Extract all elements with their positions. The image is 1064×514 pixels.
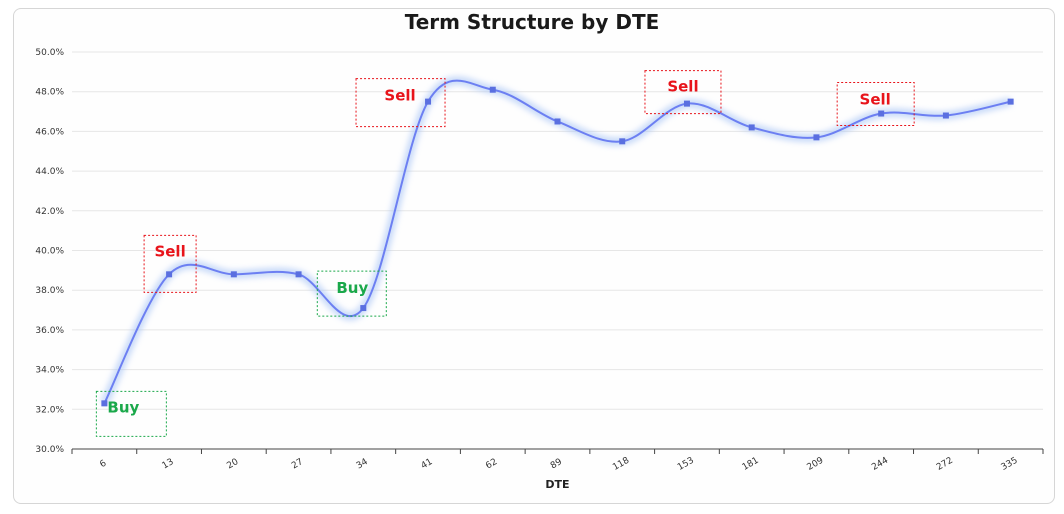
data-point	[683, 100, 690, 107]
x-tick-label: 181	[741, 456, 761, 473]
gridlines	[72, 51, 1043, 410]
x-tick-label: 41	[420, 457, 435, 471]
chart-title: Term Structure by DTE	[404, 10, 660, 34]
y-tick-label: 46.0%	[35, 127, 64, 137]
data-point	[813, 134, 820, 141]
data-point	[489, 86, 496, 93]
x-tick-label: 62	[484, 457, 499, 471]
sell-annotation-label: Sell	[667, 78, 698, 96]
data-point	[425, 98, 432, 105]
x-tick-label: 335	[1000, 456, 1020, 473]
y-tick-label: 44.0%	[35, 167, 64, 177]
x-tick-label: 34	[355, 457, 370, 472]
y-tick-label: 30.0%	[35, 445, 64, 455]
x-tick-label: 118	[611, 456, 631, 473]
sell-annotation: Sell	[836, 82, 915, 127]
sell-annotation-label: Sell	[384, 87, 415, 105]
buy-annotation-label: Buy	[107, 398, 139, 416]
x-tick-label: 20	[225, 457, 240, 472]
sell-annotation: Sell	[355, 78, 446, 128]
sell-annotation-label: Sell	[860, 91, 891, 109]
series-path	[103, 79, 1011, 404]
y-tick-label: 34.0%	[35, 366, 64, 376]
y-tick-label: 48.0%	[35, 88, 64, 98]
sell-annotation: Sell	[143, 234, 197, 293]
data-point	[101, 400, 108, 407]
data-point	[942, 112, 949, 119]
buy-annotation-box	[95, 390, 167, 437]
data-point	[878, 110, 885, 117]
x-tick-label: 13	[161, 457, 176, 471]
sell-annotation-box	[355, 78, 446, 128]
x-tick-label: 6	[98, 458, 108, 470]
buy-annotation-box	[316, 270, 387, 317]
x-axis: 6 13 20 27 34 41 62 89 118 153 181 209 244 272 335	[71, 448, 1044, 473]
sell-annotation-box	[143, 234, 197, 293]
x-tick-label: 153	[676, 456, 696, 473]
x-tick-label: 209	[805, 456, 825, 473]
y-tick-label: 40.0%	[35, 247, 64, 257]
y-tick-label: 32.0%	[35, 405, 64, 415]
y-tick-label: 36.0%	[35, 326, 64, 336]
x-tick-label: 27	[290, 457, 305, 471]
x-tick-label: 89	[549, 457, 564, 472]
y-tick-label: 50.0%	[35, 48, 64, 58]
x-tick-label: 244	[870, 456, 890, 473]
sell-annotation-label: Sell	[154, 242, 185, 260]
y-tick-label: 38.0%	[35, 286, 64, 296]
sell-annotation: Sell	[644, 70, 722, 115]
y-axis: 30.0% 32.0% 34.0% 36.0% 38.0% 40.0% 42.0% 44.0%…	[35, 48, 64, 455]
series-line	[100, 76, 1012, 406]
buy-annotation: Buy	[316, 270, 387, 317]
y-tick-label: 42.0%	[35, 207, 64, 217]
x-axis-label: DTE	[545, 478, 569, 491]
data-point	[748, 124, 755, 131]
data-point	[1007, 98, 1014, 105]
buy-annotation-label: Buy	[336, 279, 368, 297]
series-glow	[100, 76, 1012, 406]
sell-annotation-box	[644, 70, 722, 115]
data-point	[360, 305, 367, 312]
data-point	[619, 138, 626, 145]
buy-annotation: Buy	[95, 390, 167, 437]
chart-frame	[13, 8, 1055, 504]
x-tick-label: 272	[935, 456, 955, 473]
data-points	[101, 86, 1014, 407]
data-point	[166, 271, 173, 278]
data-point	[295, 271, 302, 278]
data-point	[230, 271, 237, 278]
annotations: Buy Sell Buy Sell Sell Sell	[95, 70, 915, 437]
data-point	[554, 118, 561, 125]
